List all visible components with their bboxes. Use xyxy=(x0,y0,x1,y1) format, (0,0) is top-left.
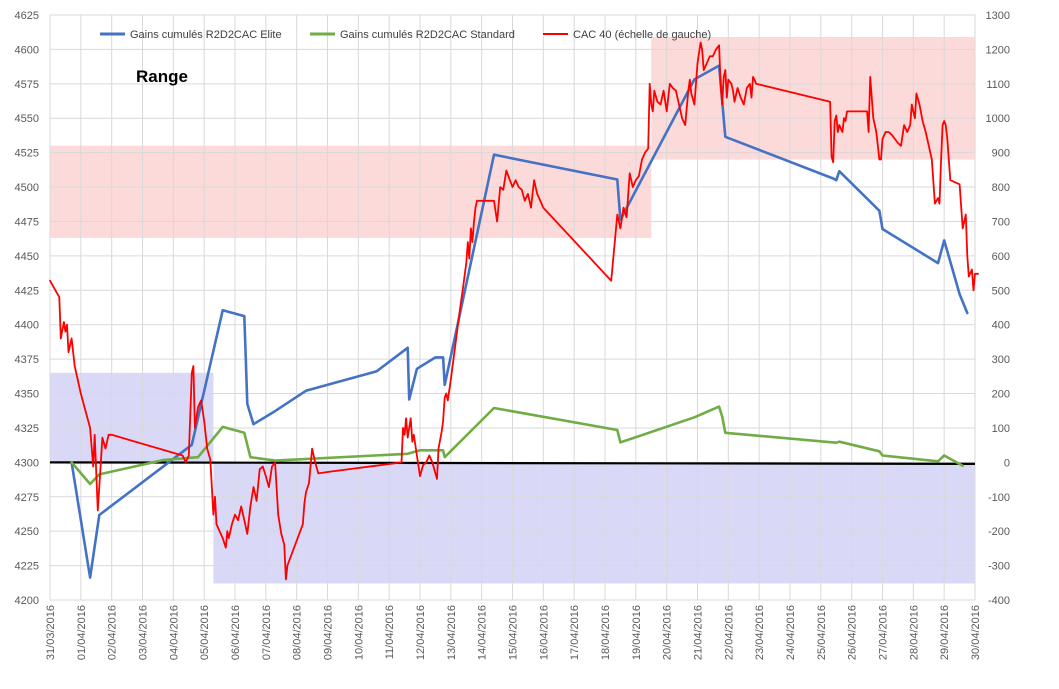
x-tick-label: 02/04/2016 xyxy=(107,605,119,660)
y-right-tick-label: 800 xyxy=(992,182,1010,194)
gridlines xyxy=(49,14,976,601)
y-right-tick-label: 700 xyxy=(992,216,1010,228)
y-left-tick-label: 4475 xyxy=(15,216,39,228)
y-left-tick-label: 4250 xyxy=(15,526,39,538)
x-tick-label: 29/04/2016 xyxy=(939,605,951,660)
y-right-tick-label: -200 xyxy=(988,526,1010,538)
x-tick-label: 19/04/2016 xyxy=(631,605,643,660)
x-tick-label: 25/04/2016 xyxy=(816,605,828,660)
x-tick-label: 28/04/2016 xyxy=(908,605,920,660)
x-tick-label: 10/04/2016 xyxy=(353,605,365,660)
y-right-tick-label: 600 xyxy=(992,251,1010,263)
y-left-tick-label: 4550 xyxy=(15,113,39,125)
x-tick-label: 18/04/2016 xyxy=(600,605,612,660)
y-left-tick-label: 4450 xyxy=(15,251,39,263)
x-tick-label: 08/04/2016 xyxy=(292,605,304,660)
y-right-tick-label: 400 xyxy=(992,320,1010,332)
legend-label-2: CAC 40 (échelle de gauche) xyxy=(573,29,711,41)
x-tick-label: 01/04/2016 xyxy=(76,605,88,660)
y-right-tick-label: 1300 xyxy=(986,10,1010,22)
y-left-tick-label: 4525 xyxy=(15,148,39,160)
x-tick-label: 16/04/2016 xyxy=(538,605,550,660)
y-right-tick-label: 900 xyxy=(992,148,1010,160)
x-tick-label: 03/04/2016 xyxy=(138,605,150,660)
range-annotation: Range xyxy=(136,67,188,86)
x-tick-label: 22/04/2016 xyxy=(723,605,735,660)
x-tick-label: 23/04/2016 xyxy=(754,605,766,660)
y-left-tick-label: 4575 xyxy=(15,79,39,91)
y-right-tick-label: 500 xyxy=(992,285,1010,297)
legend: Gains cumulés R2D2CAC Elite Gains cumulés… xyxy=(100,29,711,41)
x-tick-label: 27/04/2016 xyxy=(878,605,890,660)
y-axis-right: -400 -300 -200 -100 0 100 200 300 400 500 600 700 80… xyxy=(986,10,1010,607)
x-tick-label: 06/04/2016 xyxy=(230,605,242,660)
x-tick-label: 26/04/2016 xyxy=(847,605,859,660)
x-tick-label: 21/04/2016 xyxy=(693,605,705,660)
x-tick-label: 04/04/2016 xyxy=(168,605,180,660)
x-tick-label: 13/04/2016 xyxy=(446,605,458,660)
x-tick-label: 12/04/2016 xyxy=(415,605,427,660)
legend-label-1: Gains cumulés R2D2CAC Standard xyxy=(340,29,515,41)
zero-baseline-group xyxy=(49,461,976,465)
x-tick-label: 30/04/2016 xyxy=(970,605,982,660)
y-right-tick-label: 0 xyxy=(1004,457,1010,469)
series-line-0 xyxy=(70,64,969,579)
y-left-tick-label: 4400 xyxy=(15,320,39,332)
legend-label-0: Gains cumulés R2D2CAC Elite xyxy=(130,29,282,41)
y-right-tick-label: 1000 xyxy=(986,113,1010,125)
y-left-tick-label: 4375 xyxy=(15,354,39,366)
y-left-tick-label: 4350 xyxy=(15,389,39,401)
y-right-tick-label: 200 xyxy=(992,389,1010,401)
x-tick-label: 17/04/2016 xyxy=(569,605,581,660)
y-right-tick-label: -400 xyxy=(988,595,1010,607)
x-tick-label: 24/04/2016 xyxy=(785,605,797,660)
y-right-tick-label: -100 xyxy=(988,492,1010,504)
y-left-tick-label: 4225 xyxy=(15,561,39,573)
y-axis-left: 4200 4225 4250 4275 4300 4325 4350 4375 4400 4425… xyxy=(15,10,39,607)
y-right-tick-label: 1200 xyxy=(986,44,1010,56)
zero-baseline xyxy=(49,461,976,465)
y-left-tick-label: 4425 xyxy=(15,285,39,297)
y-right-tick-label: 1100 xyxy=(986,79,1010,91)
x-tick-label: 14/04/2016 xyxy=(477,605,489,660)
x-tick-label: 20/04/2016 xyxy=(662,605,674,660)
range-zone-0 xyxy=(50,145,652,238)
x-tick-label: 31/03/2016 xyxy=(45,605,57,660)
y-left-tick-label: 4625 xyxy=(15,10,39,22)
series-line-2 xyxy=(49,41,979,581)
y-right-tick-label: 100 xyxy=(992,423,1010,435)
x-tick-label: 05/04/2016 xyxy=(199,605,211,660)
y-right-tick-label: 300 xyxy=(992,354,1010,366)
y-left-tick-label: 4500 xyxy=(15,182,39,194)
x-tick-label: 09/04/2016 xyxy=(323,605,335,660)
x-tick-label: 11/04/2016 xyxy=(384,605,396,659)
x-axis: 31/03/2016 01/04/2016 02/04/2016 03/04/2016… xyxy=(45,605,982,660)
y-right-tick-label: -300 xyxy=(988,561,1010,573)
x-tick-label: 07/04/2016 xyxy=(261,605,273,660)
range-zone-3 xyxy=(213,462,975,584)
range-zones xyxy=(50,37,975,584)
y-left-tick-label: 4300 xyxy=(15,457,39,469)
y-left-tick-label: 4600 xyxy=(15,44,39,56)
series-lines xyxy=(49,41,979,581)
series-line-1 xyxy=(70,405,965,486)
x-tick-label: 15/04/2016 xyxy=(508,605,520,660)
y-left-tick-label: 4200 xyxy=(15,595,39,607)
y-left-tick-label: 4275 xyxy=(15,492,39,504)
y-left-tick-label: 4325 xyxy=(15,423,39,435)
